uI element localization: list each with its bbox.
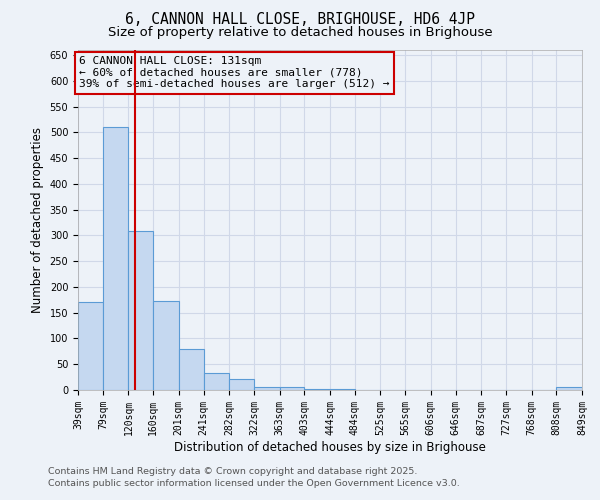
Text: Contains HM Land Registry data © Crown copyright and database right 2025.
Contai: Contains HM Land Registry data © Crown c… — [48, 466, 460, 487]
Text: Size of property relative to detached houses in Brighouse: Size of property relative to detached ho… — [107, 26, 493, 39]
Bar — [254, 387, 280, 390]
Bar — [229, 378, 254, 390]
Bar — [103, 128, 128, 390]
Y-axis label: Number of detached properties: Number of detached properties — [31, 127, 44, 313]
Bar — [153, 301, 179, 390]
Bar — [280, 387, 304, 390]
Bar — [128, 232, 153, 390]
Bar — [556, 388, 582, 390]
Bar — [203, 373, 229, 390]
Bar — [78, 302, 103, 390]
Bar — [179, 349, 203, 390]
Text: 6 CANNON HALL CLOSE: 131sqm
← 60% of detached houses are smaller (778)
39% of se: 6 CANNON HALL CLOSE: 131sqm ← 60% of det… — [79, 56, 390, 90]
Text: 6, CANNON HALL CLOSE, BRIGHOUSE, HD6 4JP: 6, CANNON HALL CLOSE, BRIGHOUSE, HD6 4JP — [125, 12, 475, 28]
X-axis label: Distribution of detached houses by size in Brighouse: Distribution of detached houses by size … — [174, 440, 486, 454]
